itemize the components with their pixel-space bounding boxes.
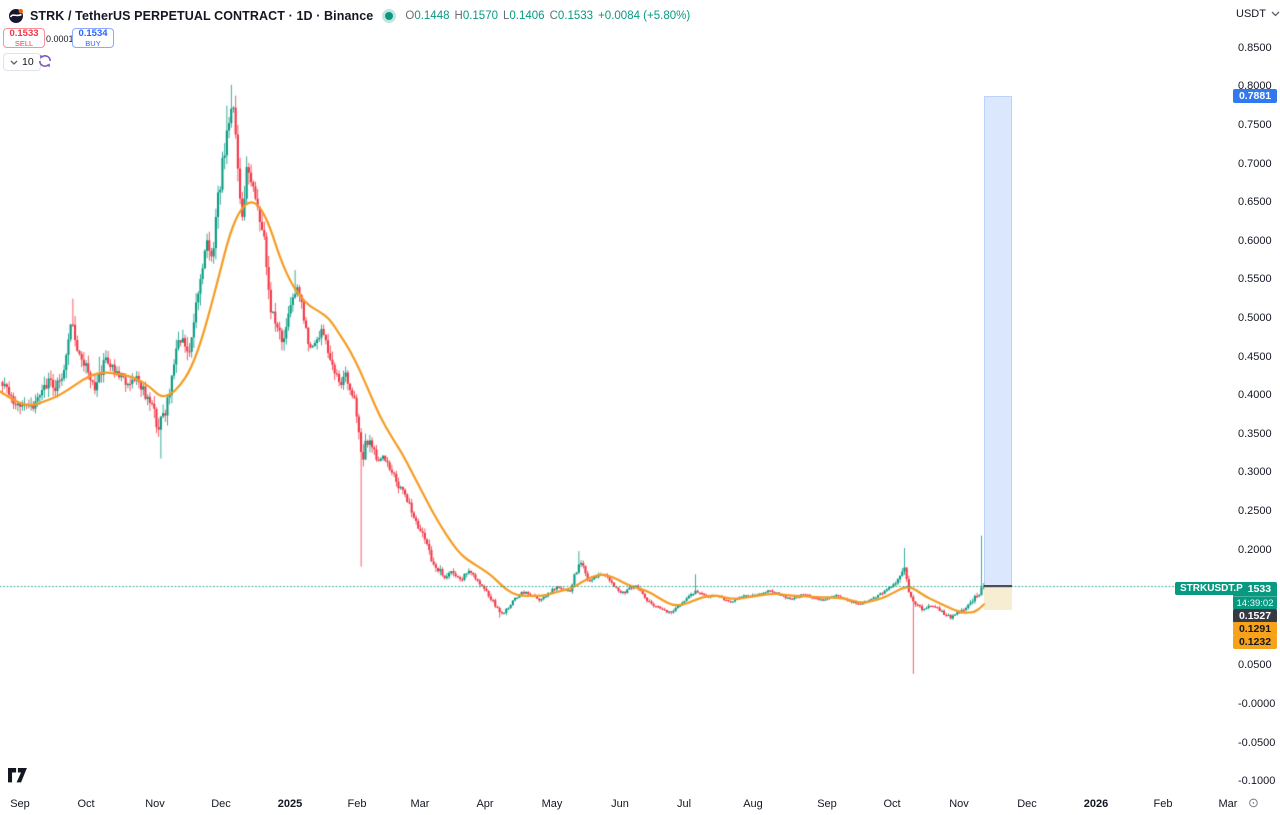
- price-tick-label: -0.0500: [1238, 736, 1276, 749]
- sell-label: SELL: [14, 39, 34, 48]
- chart-legend: STRK / TetherUS PERPETUAL CONTRACT · 1D …: [8, 7, 690, 24]
- price-tick-label: 0.6500: [1238, 196, 1272, 209]
- time-tick-label: Oct: [883, 798, 901, 810]
- price-tick-label: 0.0500: [1238, 659, 1272, 672]
- ohlc-high-value: 0.1570: [462, 9, 498, 22]
- time-tick-label: Oct: [77, 798, 95, 810]
- price-tick-label: 0.2500: [1238, 505, 1272, 517]
- time-tick-label: Mar: [410, 798, 430, 810]
- target-price-label: 0.7881: [1233, 88, 1277, 103]
- symbol-logo-icon: [8, 8, 24, 24]
- bar-countdown: 14:39:02: [1233, 596, 1277, 610]
- chart-canvas[interactable]: [0, 0, 1232, 793]
- position-profit-box[interactable]: [984, 95, 1012, 588]
- time-tick-label: Dec: [1017, 798, 1037, 810]
- ohlc-close-key: C: [549, 9, 558, 22]
- time-tick-label: Apr: [476, 798, 494, 810]
- price-tick-label: 0.5000: [1238, 312, 1272, 324]
- time-tick-label: Jun: [611, 798, 629, 810]
- price-tick-label: -0.0000: [1238, 698, 1276, 710]
- sell-button[interactable]: 0.1533 SELL: [3, 28, 45, 48]
- ohlc-open-value: 0.1448: [414, 9, 450, 22]
- price-tick-label: 0.4000: [1238, 389, 1272, 402]
- market-status-dot[interactable]: [385, 11, 394, 20]
- price-axis[interactable]: 0.7881 0.1533 14:39:02 0.1527 0.1291 0.1…: [1232, 0, 1280, 793]
- ohlc-high-key: H: [454, 9, 463, 22]
- time-tick-label: 2025: [277, 798, 303, 810]
- ma-length-control[interactable]: 10: [3, 53, 41, 71]
- time-tick-label: Jul: [676, 798, 692, 810]
- price-tick-label: -0.1000: [1238, 775, 1276, 788]
- ohlc-low-value: 0.1406: [509, 9, 545, 22]
- time-tick-label: Sep: [10, 798, 30, 810]
- time-tick-label: Sep: [817, 798, 837, 810]
- ma-price-label-2: 0.1232: [1233, 635, 1277, 649]
- price-tick-label: 0.6000: [1238, 234, 1272, 247]
- price-tick-label: 0.3000: [1238, 466, 1272, 479]
- scale-reset-icon[interactable]: ⊙: [1248, 795, 1259, 810]
- time-tick-label: Mar: [1218, 798, 1238, 810]
- currency-selector-value: USDT: [1236, 8, 1266, 20]
- ohlc-values: O0.1448 H0.1570 L0.1406 C0.1533 +0.0084 …: [405, 10, 690, 22]
- price-tick-label: 0.5500: [1238, 273, 1272, 286]
- ohlc-close-value: 0.1533: [557, 9, 594, 22]
- time-tick-label: Nov: [145, 798, 165, 810]
- price-tick-label: 0.4500: [1238, 350, 1272, 363]
- sync-icon[interactable]: [37, 53, 53, 69]
- time-tick-label: Nov: [949, 798, 969, 810]
- price-tick-label: 0.8500: [1238, 41, 1272, 54]
- time-tick-label: Feb: [1153, 798, 1173, 810]
- spread-value: 0.0001: [46, 34, 74, 44]
- tradingview-logo[interactable]: [8, 768, 31, 789]
- ohlc-change-value: +0.0084 (+5.80%): [598, 9, 691, 22]
- symbol-title[interactable]: STRK / TetherUS PERPETUAL CONTRACT · 1D …: [30, 8, 374, 23]
- time-tick-label: May: [541, 798, 563, 810]
- buy-price: 0.1534: [78, 27, 108, 39]
- ma-price-label-1: 0.1291: [1233, 622, 1277, 636]
- time-tick-label: Aug: [743, 798, 763, 810]
- ohlc-low-key: L: [503, 9, 510, 22]
- currency-selector[interactable]: USDT: [1236, 8, 1280, 20]
- position-entry-line[interactable]: [984, 584, 1012, 587]
- sell-price: 0.1533: [9, 27, 39, 39]
- position-loss-box[interactable]: [984, 586, 1012, 610]
- ohlc-open-key: O: [405, 9, 415, 22]
- time-tick-label: Feb: [347, 798, 367, 810]
- price-tick-label: 0.2000: [1238, 543, 1272, 556]
- price-tick-label: 0.3500: [1238, 427, 1272, 440]
- time-tick-label: Dec: [211, 798, 231, 810]
- indicator-price-label-dark: 0.1527: [1233, 609, 1277, 623]
- time-axis[interactable]: ⊙ Sep Oct Nov Dec 2025 Feb Mar Apr May Jun Jul Aug S…: [0, 793, 1280, 815]
- price-tick-label: 0.7500: [1238, 119, 1272, 131]
- symbol-price-tag: STRKUSDT.P: [1175, 582, 1248, 595]
- chevron-down-icon: [10, 60, 18, 65]
- chevron-down-icon: [1271, 11, 1280, 17]
- time-tick-label: 2026: [1083, 798, 1109, 810]
- buy-label: BUY: [85, 39, 101, 48]
- buy-button[interactable]: 0.1534 BUY: [72, 28, 114, 48]
- price-tick-label: 0.7000: [1238, 157, 1272, 170]
- ma-length-value: 10: [22, 56, 34, 68]
